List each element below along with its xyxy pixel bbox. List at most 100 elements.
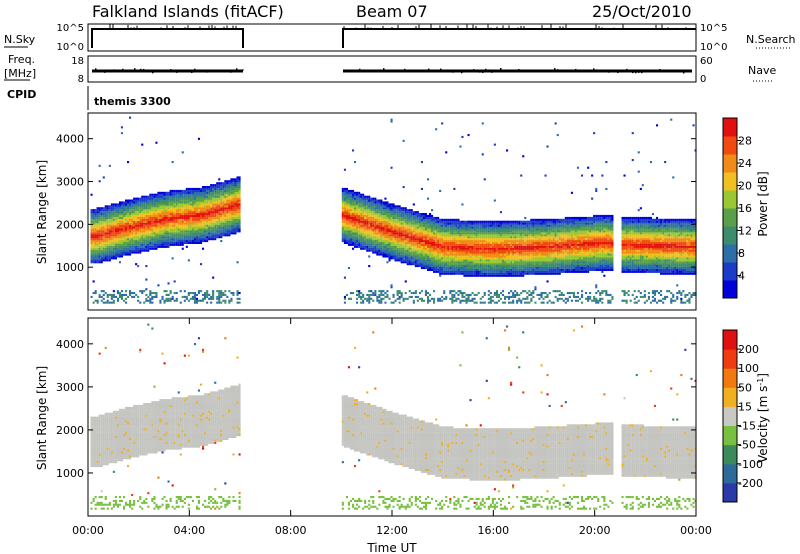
power-cell: [173, 205, 176, 208]
power-cell: [220, 207, 223, 210]
power-cell: [483, 249, 486, 252]
power-cell: [189, 214, 192, 217]
power-cell: [445, 267, 448, 270]
power-cell: [451, 234, 454, 237]
power-cell: [212, 211, 215, 214]
power-cell: [457, 255, 460, 258]
power-cell: [457, 253, 460, 256]
power-cell: [435, 243, 438, 246]
power-cell: [390, 118, 393, 121]
power-cell: [197, 224, 200, 227]
power-cell: [347, 213, 350, 216]
power-cell: [439, 238, 442, 241]
power-cell: [133, 216, 136, 219]
power-cell: [143, 224, 146, 227]
power-cell: [131, 251, 134, 254]
power-cell: [177, 213, 180, 216]
power-cell: [157, 230, 160, 233]
power-cell: [463, 249, 466, 252]
power-cell: [116, 205, 119, 208]
power-cell: [463, 263, 466, 266]
power-cell: [487, 270, 490, 273]
power-cell: [175, 193, 178, 196]
power-cell: [435, 247, 438, 250]
power-cell: [165, 203, 168, 206]
power-cell: [96, 228, 99, 231]
power-cell: [437, 216, 440, 219]
power-cell: [347, 297, 350, 300]
power-cell: [183, 236, 186, 239]
power-cell: [422, 220, 425, 223]
power-cell: [216, 236, 219, 239]
power-cell: [131, 228, 134, 231]
power-cell: [414, 290, 417, 293]
power-cell: [366, 214, 369, 217]
power-cell: [445, 259, 448, 262]
power-cell: [212, 205, 215, 208]
power-cell: [137, 201, 140, 204]
power-cell: [459, 245, 462, 248]
power-cell: [129, 292, 132, 295]
power-cell: [475, 253, 478, 256]
power-cell: [135, 263, 138, 266]
power-cell: [175, 226, 178, 229]
power-cell: [98, 245, 101, 248]
power-cell: [179, 290, 182, 293]
power-cell: [362, 195, 365, 198]
power-cell: [435, 249, 438, 252]
power-cell: [200, 230, 203, 233]
power-cell: [354, 203, 357, 206]
power-cell: [191, 201, 194, 204]
power-cell: [441, 268, 444, 271]
power-cell: [414, 240, 417, 243]
power-cell: [102, 253, 105, 256]
power-cell: [439, 236, 442, 239]
power-cell: [461, 224, 464, 227]
power-cell: [447, 236, 450, 239]
power-cell: [200, 205, 203, 208]
power-cell: [123, 226, 126, 229]
power-cell: [149, 224, 152, 227]
power-cell: [358, 232, 361, 235]
power-cell: [139, 234, 142, 237]
power-cell: [372, 251, 375, 254]
power-cell: [92, 257, 95, 260]
power-cell: [422, 218, 425, 221]
power-cell: [165, 209, 168, 212]
power-cell: [489, 238, 492, 241]
power-cell: [477, 247, 480, 250]
power-cell: [104, 259, 107, 262]
power-cell: [433, 220, 436, 223]
cpid-label: CPID: [7, 88, 36, 101]
power-cell: [193, 214, 196, 217]
power-cell: [489, 292, 492, 295]
power-cell: [149, 226, 152, 229]
power-cell: [382, 249, 385, 252]
power-cell: [459, 241, 462, 244]
power-cell: [347, 241, 350, 244]
power-cell: [422, 232, 425, 235]
power-cell: [408, 247, 411, 250]
power-cell: [123, 232, 126, 235]
power-cell: [191, 226, 194, 229]
power-cell: [90, 259, 93, 262]
power-cell: [234, 195, 237, 198]
power-cell: [420, 245, 423, 248]
power-cell: [433, 263, 436, 266]
power-cell: [390, 209, 393, 212]
power-cell: [479, 255, 482, 258]
power-cell: [157, 205, 160, 208]
power-cell: [127, 201, 130, 204]
power-cell: [481, 230, 484, 233]
power-cell: [366, 293, 369, 296]
power-cell: [224, 222, 227, 225]
power-cell: [388, 214, 391, 217]
power-cell: [165, 220, 168, 223]
power-cell: [94, 216, 97, 219]
power-cell: [382, 253, 385, 256]
power-cell: [195, 191, 198, 194]
power-cell: [92, 234, 95, 237]
power-cell: [374, 213, 377, 216]
power-cell: [171, 295, 174, 298]
power-cell: [368, 243, 371, 246]
